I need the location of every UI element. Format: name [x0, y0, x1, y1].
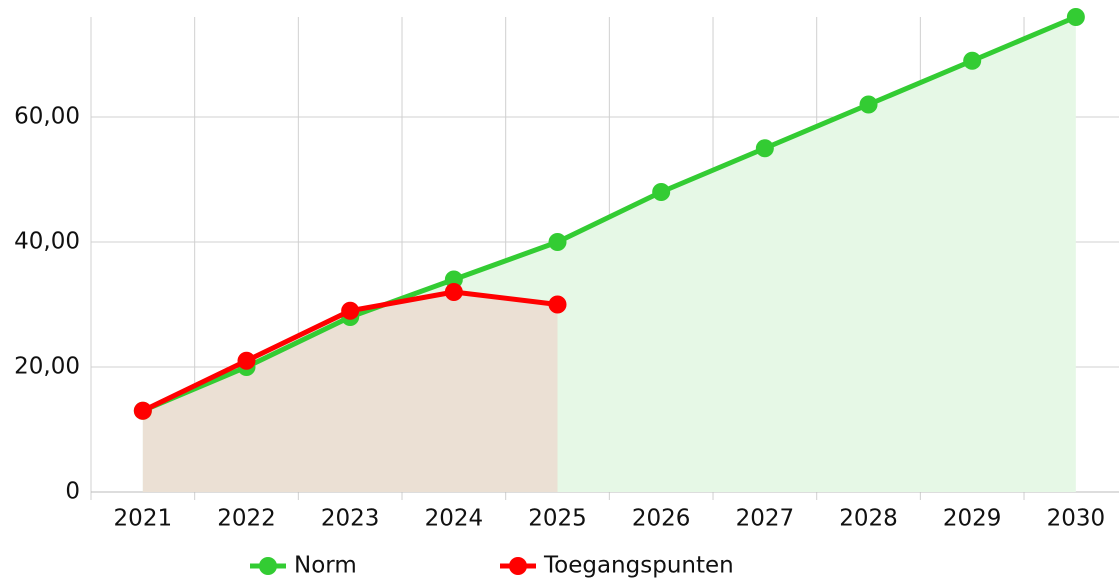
point [341, 301, 360, 320]
y-tick-label: 40,00 [14, 229, 80, 255]
x-tick-label: 2025 [528, 506, 587, 532]
y-tick-label: 0 [65, 479, 80, 505]
x-tick-label: 2026 [632, 506, 691, 532]
point [548, 295, 567, 314]
point [652, 183, 671, 201]
x-tick-label: 2022 [217, 506, 276, 532]
x-tick-label: 2027 [736, 506, 795, 532]
point [755, 139, 774, 158]
legend-label: Toegangspunten [543, 553, 734, 579]
point [133, 401, 152, 420]
area [142, 292, 558, 492]
x-tick-label: 2028 [839, 506, 898, 532]
x-tick-label: 2021 [114, 506, 173, 532]
legend-label: Norm [294, 553, 357, 579]
point [548, 233, 567, 251]
point [237, 351, 256, 370]
point [859, 95, 878, 114]
point [1066, 8, 1085, 26]
legend-marker [259, 557, 277, 575]
legend-marker [509, 557, 527, 575]
y-tick-label: 60,00 [14, 104, 80, 130]
x-tick-label: 2029 [943, 506, 1002, 532]
point [444, 283, 463, 301]
point [444, 270, 463, 289]
point [963, 51, 982, 70]
x-tick-label: 2030 [1047, 506, 1106, 532]
x-tick-label: 2024 [425, 506, 484, 532]
x-tick-label: 2023 [321, 506, 380, 532]
y-tick-label: 20,00 [14, 354, 80, 380]
line [141, 14, 1077, 414]
